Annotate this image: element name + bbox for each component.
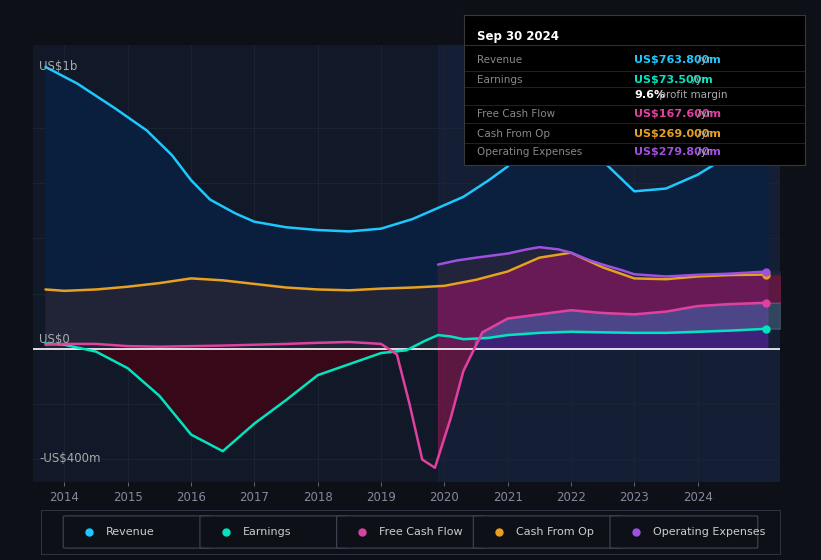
Text: US$763.800m: US$763.800m [635, 55, 721, 65]
Text: -US$400m: -US$400m [39, 451, 101, 465]
Text: Sep 30 2024: Sep 30 2024 [478, 30, 559, 43]
Text: Cash From Op: Cash From Op [516, 527, 594, 537]
Text: US$1b: US$1b [39, 60, 77, 73]
Text: Revenue: Revenue [106, 527, 155, 537]
Text: Operating Expenses: Operating Expenses [478, 147, 583, 157]
Text: US$269.000m: US$269.000m [635, 129, 721, 139]
Text: US$73.500m: US$73.500m [635, 74, 713, 85]
Text: /yr: /yr [695, 55, 712, 65]
Text: Free Cash Flow: Free Cash Flow [478, 109, 556, 119]
FancyBboxPatch shape [200, 516, 348, 548]
Text: /yr: /yr [695, 147, 712, 157]
Text: US$167.600m: US$167.600m [635, 109, 721, 119]
Text: Earnings: Earnings [243, 527, 291, 537]
FancyBboxPatch shape [610, 516, 758, 548]
FancyBboxPatch shape [473, 516, 621, 548]
Text: Revenue: Revenue [478, 55, 523, 65]
Text: 9.6%: 9.6% [635, 90, 665, 100]
Text: Cash From Op: Cash From Op [478, 129, 551, 139]
Text: profit margin: profit margin [656, 90, 727, 100]
Text: US$279.800m: US$279.800m [635, 147, 721, 157]
Text: /yr: /yr [689, 74, 706, 85]
Text: US$0: US$0 [39, 333, 70, 346]
FancyBboxPatch shape [63, 516, 211, 548]
Text: Earnings: Earnings [478, 74, 523, 85]
Text: Operating Expenses: Operating Expenses [653, 527, 765, 537]
FancyBboxPatch shape [337, 516, 484, 548]
Text: /yr: /yr [695, 109, 712, 119]
Text: Free Cash Flow: Free Cash Flow [379, 527, 463, 537]
Bar [438, 45, 780, 482]
Text: /yr: /yr [695, 129, 712, 139]
